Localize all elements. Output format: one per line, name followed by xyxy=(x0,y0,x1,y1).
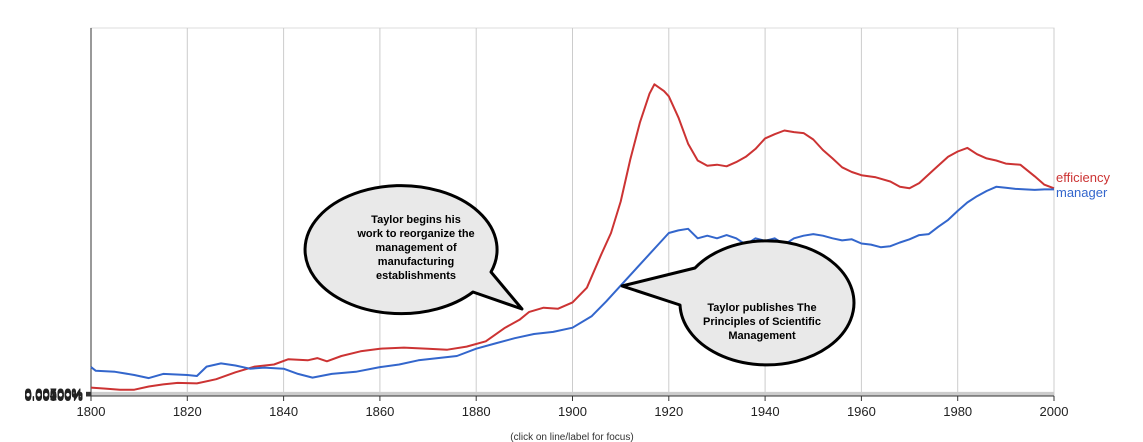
y-tick-label: 0.00600% xyxy=(24,386,83,401)
series-label-manager[interactable]: manager xyxy=(1056,185,1108,200)
series-lines xyxy=(90,83,1055,391)
callout-taylor-publishes-line-3: Management xyxy=(728,330,796,342)
callout-taylor-begins-line-4: manufacturing xyxy=(378,256,454,268)
callout-taylor-begins-line-2: work to reorganize the xyxy=(356,228,474,240)
series-line-efficiency[interactable] xyxy=(90,83,1055,391)
callout-taylor-publishes-line-1: Taylor publishes The xyxy=(707,302,816,314)
y-tick-label: 0.00300% xyxy=(24,387,83,402)
footer-note: (click on line/label for focus) xyxy=(510,432,633,442)
x-tick-label: 2000 xyxy=(1040,404,1069,419)
x-tick-label: 1940 xyxy=(751,404,780,419)
callout-taylor-begins-line-5: establishments xyxy=(376,270,456,282)
callout-taylor-begins-bubble xyxy=(303,184,524,316)
series-line-manager[interactable] xyxy=(90,185,1054,380)
callout-taylor-begins-line-3: management of xyxy=(375,242,457,254)
x-tick-label: 1900 xyxy=(558,404,587,419)
x-tick-label: 1860 xyxy=(365,404,394,419)
y-tick-label: 0.00200% xyxy=(24,388,83,403)
x-tick-label: 1880 xyxy=(462,404,491,419)
callout-taylor-publishes-bubble xyxy=(620,239,856,367)
series-label-efficiency[interactable]: efficiency xyxy=(1056,170,1110,185)
y-tick-label: 0.00000% xyxy=(24,389,83,404)
callout-taylor-publishes-line-2: Principles of Scientific xyxy=(703,316,821,328)
x-tick-label: 1820 xyxy=(173,404,202,419)
callout-taylor-begins: Taylor begins his work to reorganize the… xyxy=(303,184,524,316)
y-tick-label: 0.00100% xyxy=(24,388,83,403)
x-tick-label: 1960 xyxy=(847,404,876,419)
x-tick-label: 1840 xyxy=(269,404,298,419)
x-tick-label: 1980 xyxy=(943,404,972,419)
x-tick-label: 1800 xyxy=(77,404,106,419)
x-tick-labels: 1800 1820 1840 1860 1880 1900 1920 1940 1960 1980… xyxy=(77,396,1069,419)
y-tick-label: 0.00500% xyxy=(24,386,83,401)
y-tick-labels: 0.00000%0.00100%0.00200%0.00300%0.00400%… xyxy=(24,385,91,404)
x-tick-label: 1920 xyxy=(654,404,683,419)
y-tick-label: 0.00700% xyxy=(24,385,83,400)
callout-taylor-begins-line-1: Taylor begins his xyxy=(371,214,461,226)
y-tick-label: 0.00400% xyxy=(24,387,83,402)
callout-taylor-publishes: Taylor publishes The Principles of Scien… xyxy=(620,239,856,367)
